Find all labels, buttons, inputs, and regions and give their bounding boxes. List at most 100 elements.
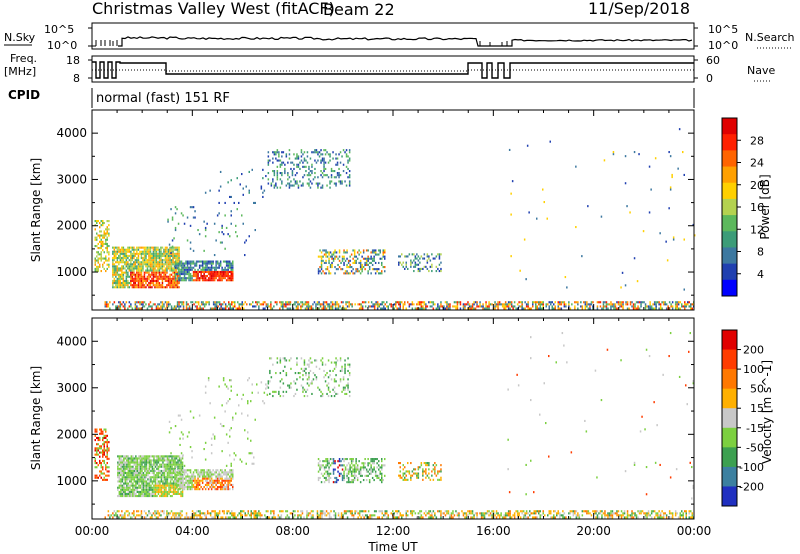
heatmap-cell	[127, 484, 130, 487]
heatmap-cell	[608, 514, 611, 517]
heatmap-cell	[179, 301, 182, 304]
heatmap-cell	[155, 307, 158, 310]
heatmap-cell	[622, 301, 624, 304]
heatmap-cell	[619, 305, 621, 308]
heatmap-cell	[117, 488, 119, 491]
heatmap-cell	[485, 512, 487, 515]
heatmap-cell	[162, 486, 164, 489]
heatmap-cell	[225, 273, 228, 276]
heatmap-cell	[337, 305, 340, 308]
heatmap-cell	[359, 266, 362, 269]
heatmap-cell	[176, 477, 178, 480]
heatmap-cell	[209, 512, 212, 515]
heatmap-cell	[149, 273, 152, 276]
heatmap-cell	[327, 305, 329, 308]
heatmap-cell	[200, 303, 203, 306]
heatmap-cell	[340, 516, 343, 519]
heatmap-cell	[232, 516, 234, 519]
heatmap-cell	[614, 303, 617, 306]
heatmap-cell	[124, 486, 127, 489]
heatmap-cell	[386, 510, 388, 513]
heatmap-cell	[635, 514, 638, 517]
heatmap-cell	[140, 269, 143, 272]
heatmap-cell	[127, 279, 129, 282]
heatmap-cell	[132, 455, 134, 458]
heatmap-cell	[267, 303, 269, 306]
heatmap-cell	[429, 514, 432, 517]
heatmap-cell	[96, 232, 98, 235]
heatmap-cell	[371, 257, 374, 260]
heatmap-cell	[347, 176, 349, 179]
heatmap-cell	[151, 273, 153, 276]
heatmap-cell	[125, 254, 128, 257]
heatmap-cell	[157, 271, 159, 274]
heatmap-cell	[117, 476, 119, 479]
heatmap-cell	[329, 255, 332, 258]
heatmap-cell	[414, 255, 417, 258]
heatmap-cell	[127, 307, 129, 310]
heatmap-cell	[417, 259, 420, 262]
heatmap-cell	[185, 307, 188, 310]
heatmap-cell	[121, 469, 124, 472]
heatmap-cell	[134, 277, 137, 280]
heatmap-cell	[157, 492, 160, 495]
heatmap-cell	[180, 479, 183, 482]
heatmap-cell	[305, 159, 307, 162]
heatmap-cell	[302, 184, 304, 187]
heatmap-cell	[339, 161, 342, 164]
heatmap-cell	[137, 301, 140, 304]
heatmap-cell	[402, 307, 404, 310]
heatmap-cell	[338, 266, 341, 269]
heatmap-cell	[132, 484, 134, 487]
heatmap-cell	[103, 462, 105, 465]
heatmap-cell	[404, 267, 406, 270]
heatmap-cell	[148, 467, 151, 470]
heatmap-cell	[203, 268, 205, 271]
heatmap-cell	[197, 279, 199, 282]
heatmap-cell	[629, 301, 632, 304]
heatmap-cell	[132, 457, 134, 460]
heatmap-cell	[535, 307, 537, 310]
heatmap-cell	[351, 303, 353, 306]
heatmap-cell	[182, 469, 184, 472]
heatmap-cell	[194, 486, 196, 489]
heatmap-cell	[590, 514, 593, 517]
heatmap-cell	[162, 476, 164, 479]
heatmap-cell	[335, 268, 338, 271]
heatmap-cell	[372, 303, 374, 306]
heatmap-cell	[565, 516, 567, 519]
heatmap-cell	[105, 455, 107, 458]
heatmap-cell	[218, 264, 220, 267]
heatmap-cell	[235, 231, 237, 234]
heatmap-cell	[125, 279, 128, 282]
heatmap-cell	[581, 514, 584, 517]
heatmap-cell	[203, 305, 206, 308]
heatmap-cell	[183, 488, 186, 491]
heatmap-cell	[426, 512, 429, 515]
heatmap-cell	[584, 307, 587, 310]
heatmap-cell	[644, 307, 647, 310]
heatmap-cell	[140, 261, 143, 264]
heatmap-cell	[148, 495, 151, 498]
heatmap-cell	[172, 250, 174, 253]
heatmap-cell	[198, 264, 201, 267]
heatmap-cell	[202, 303, 204, 306]
heatmap-cell	[358, 514, 361, 517]
heatmap-cell	[165, 469, 167, 472]
heatmap-cell	[128, 305, 131, 308]
heatmap-cell	[236, 235, 238, 238]
heatmap-cell	[450, 512, 453, 515]
heatmap-cell	[191, 475, 193, 478]
heatmap-cell	[138, 482, 140, 485]
heatmap-cell	[118, 484, 121, 487]
heatmap-cell	[620, 510, 623, 513]
heatmap-cell	[470, 305, 472, 308]
heatmap-cell	[212, 510, 215, 513]
heatmap-cell	[367, 305, 370, 308]
heatmap-cell	[242, 222, 244, 225]
heatmap-cell	[347, 462, 350, 465]
heatmap-cell	[161, 263, 164, 266]
heatmap-cell	[102, 257, 104, 260]
heatmap-cell	[604, 301, 606, 304]
heatmap-cell	[431, 301, 433, 304]
